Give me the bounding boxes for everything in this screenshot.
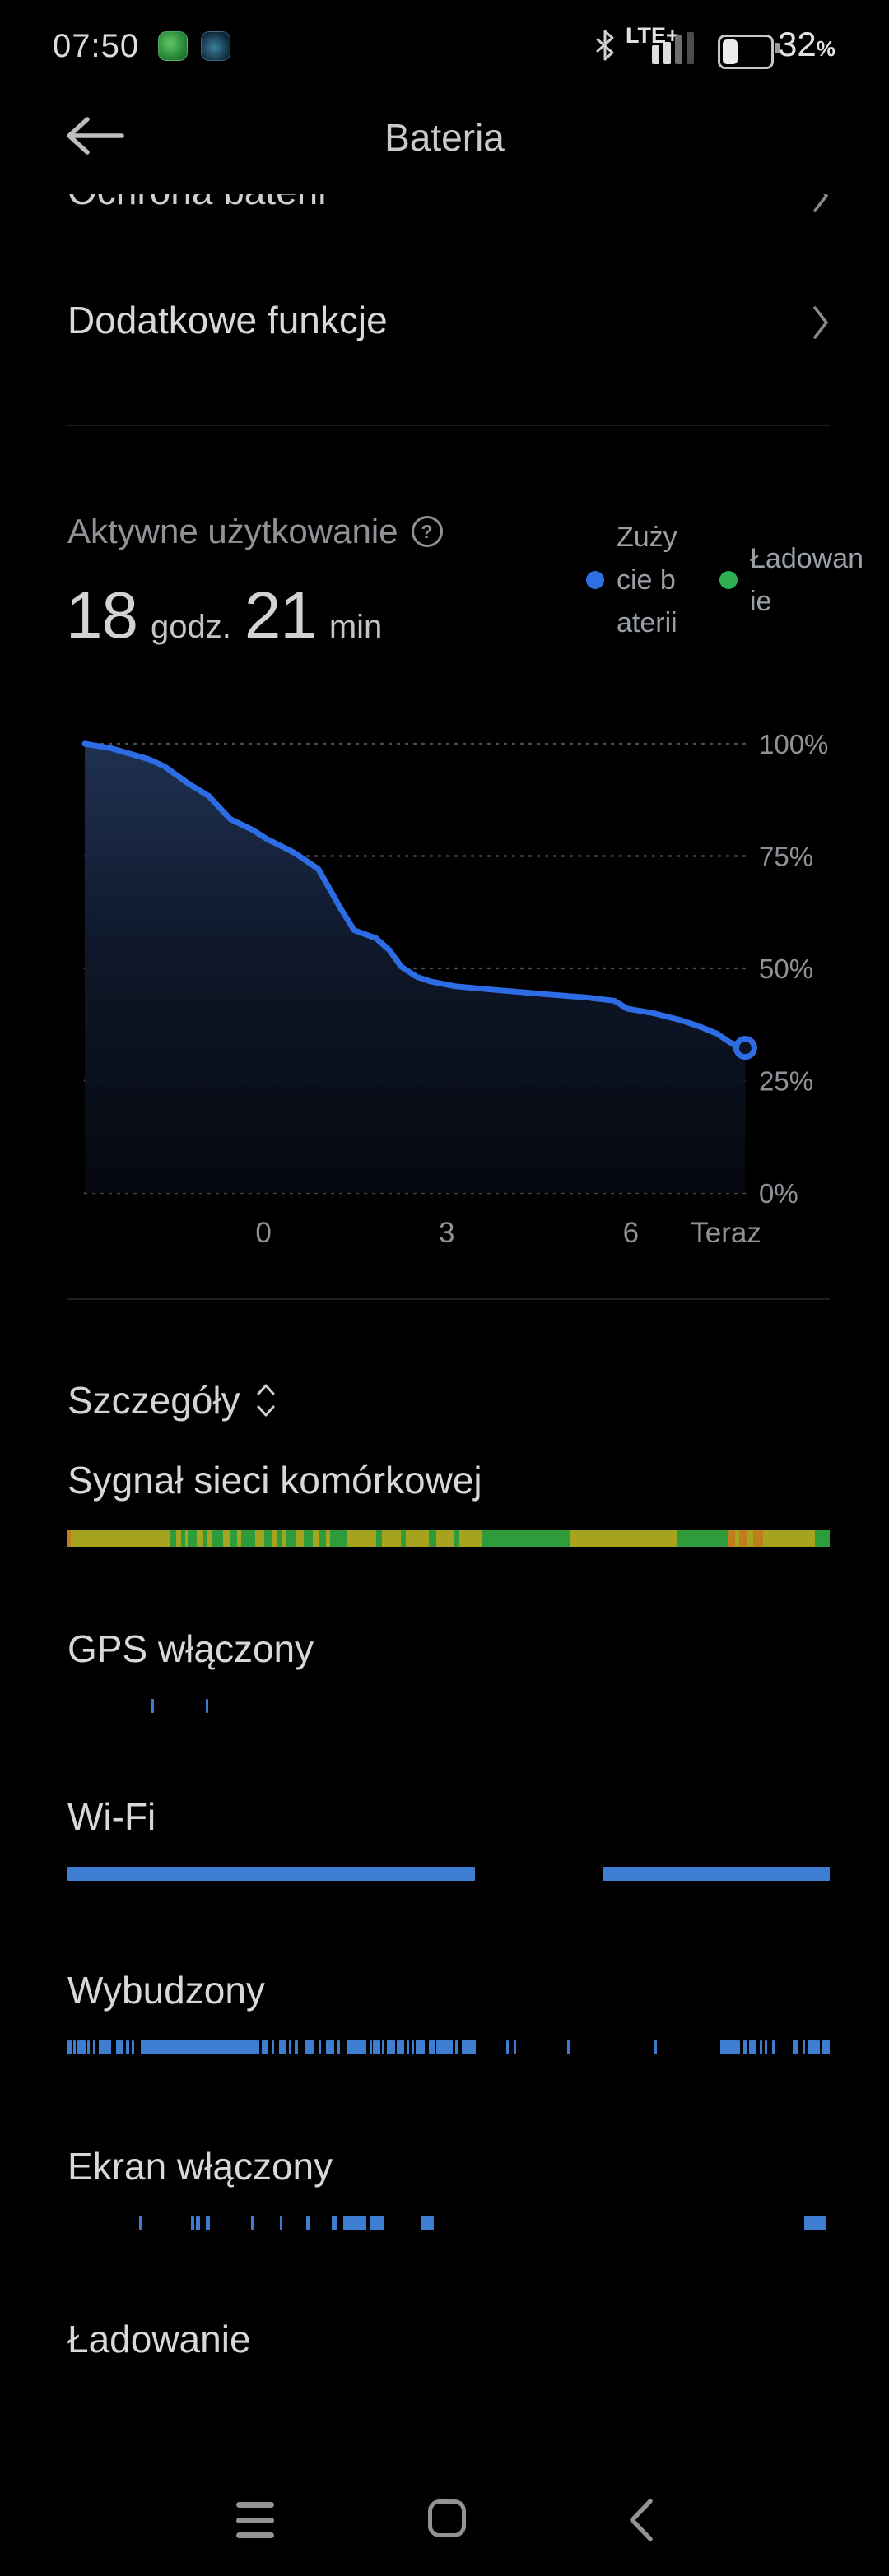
chevron-right-icon [813, 194, 829, 212]
legend-discharge-label: Zuży cie b aterii [617, 522, 677, 638]
active-usage-title: Aktywne użytkowanie ? [67, 512, 443, 551]
detail-row-timeline [67, 1530, 830, 1547]
chart-area-fill [85, 744, 746, 1193]
detail-row-label: Wi-Fi [67, 1795, 156, 1838]
battery-percent-sign: % [816, 36, 835, 61]
detail-row-4: Wybudzony [67, 1968, 830, 2083]
legend-item-charge: Ładowan ie [719, 537, 889, 623]
arrow-left-icon [67, 117, 124, 155]
row-additional-features-label: Dodatkowe funkcje [67, 299, 388, 341]
signal-bar [675, 35, 682, 64]
details-title-text: Szczegóły [67, 1379, 240, 1422]
detail-row-timeline [67, 2216, 830, 2230]
detail-row-label: Ekran włączony [67, 2145, 333, 2188]
svg-text:50%: 50% [759, 954, 813, 984]
row-additional-features[interactable]: Dodatkowe funkcje [0, 293, 889, 359]
battery-icon [718, 35, 774, 69]
hours-unit: godz. [150, 609, 231, 645]
minutes-value: 21 [244, 578, 317, 652]
battery-value: 32 [778, 25, 817, 63]
svg-text:6: 6 [623, 1217, 639, 1249]
menu-button[interactable] [236, 2502, 274, 2538]
signal-bars-icon [652, 30, 710, 64]
battery-fill [723, 39, 738, 64]
home-button[interactable] [428, 2499, 466, 2537]
detail-row-timeline [67, 2389, 830, 2403]
detail-row-1: Sygnał sieci komórkowej [67, 1458, 830, 1573]
chart-x-axis-labels: 0 3 6 Teraz [255, 1217, 761, 1249]
chevron-left-icon [630, 2499, 653, 2541]
detail-row-5: Ekran włączony [67, 2144, 830, 2259]
detail-row-3: Wi-Fi [67, 1794, 830, 1910]
battery-percentage: 32 % [778, 25, 835, 64]
notification-green-icon [158, 31, 188, 61]
detail-row-2: GPS włączony [67, 1627, 830, 1742]
battery-level-chart: 100% 75% 50% 25% 0% 0 3 6 Teraz [81, 729, 828, 1249]
notification-blue-icon [201, 31, 230, 61]
help-icon[interactable]: ? [411, 516, 443, 547]
detail-row-label: Sygnał sieci komórkowej [67, 1459, 482, 1502]
nav-back-button[interactable] [626, 2498, 655, 2542]
detail-row-label: GPS włączony [67, 1627, 314, 1670]
legend-item-discharge: Zuży cie b aterii [586, 516, 677, 644]
svg-text:25%: 25% [759, 1066, 813, 1097]
active-usage-time: 18 godz. 21 min [66, 578, 382, 653]
detail-row-timeline [67, 1867, 830, 1881]
signal-bar [652, 45, 659, 64]
svg-text:0%: 0% [759, 1178, 798, 1209]
svg-text:Teraz: Teraz [691, 1217, 761, 1249]
svg-text:3: 3 [439, 1217, 454, 1249]
chart-line [81, 740, 748, 1051]
hours-value: 18 [66, 578, 138, 652]
svg-text:75%: 75% [759, 842, 813, 872]
signal-bar [663, 42, 671, 64]
discharge-dot-icon [586, 571, 604, 589]
svg-text:0: 0 [255, 1217, 271, 1249]
page-title: Bateria [384, 116, 505, 159]
svg-text:100%: 100% [759, 729, 828, 759]
minutes-unit: min [328, 609, 383, 645]
active-usage-title-text: Aktywne użytkowanie [67, 512, 398, 550]
detail-row-timeline [67, 2040, 830, 2054]
bluetooth-icon [594, 30, 616, 65]
divider [67, 425, 830, 426]
divider [67, 1298, 830, 1300]
legend-charge-label: Ładowan ie [750, 543, 864, 617]
back-button[interactable] [64, 114, 127, 158]
details-sort-selector[interactable]: Szczegóły [67, 1378, 277, 1423]
charge-dot-icon [719, 571, 738, 589]
status-clock: 07:50 [53, 28, 140, 64]
detail-row-timeline [67, 1699, 830, 1713]
up-down-chevrons-icon [257, 1384, 275, 1417]
detail-row-6: Ładowanie [67, 2317, 830, 2432]
chevron-right-icon [813, 306, 829, 339]
chart-y-axis-labels: 100% 75% 50% 25% 0% [759, 729, 828, 1209]
chart-end-marker [733, 1036, 757, 1061]
detail-row-label: Ładowanie [67, 2318, 251, 2360]
battery-nub [775, 43, 780, 53]
signal-bar [687, 32, 694, 64]
detail-row-label: Wybudzony [67, 1969, 265, 2012]
